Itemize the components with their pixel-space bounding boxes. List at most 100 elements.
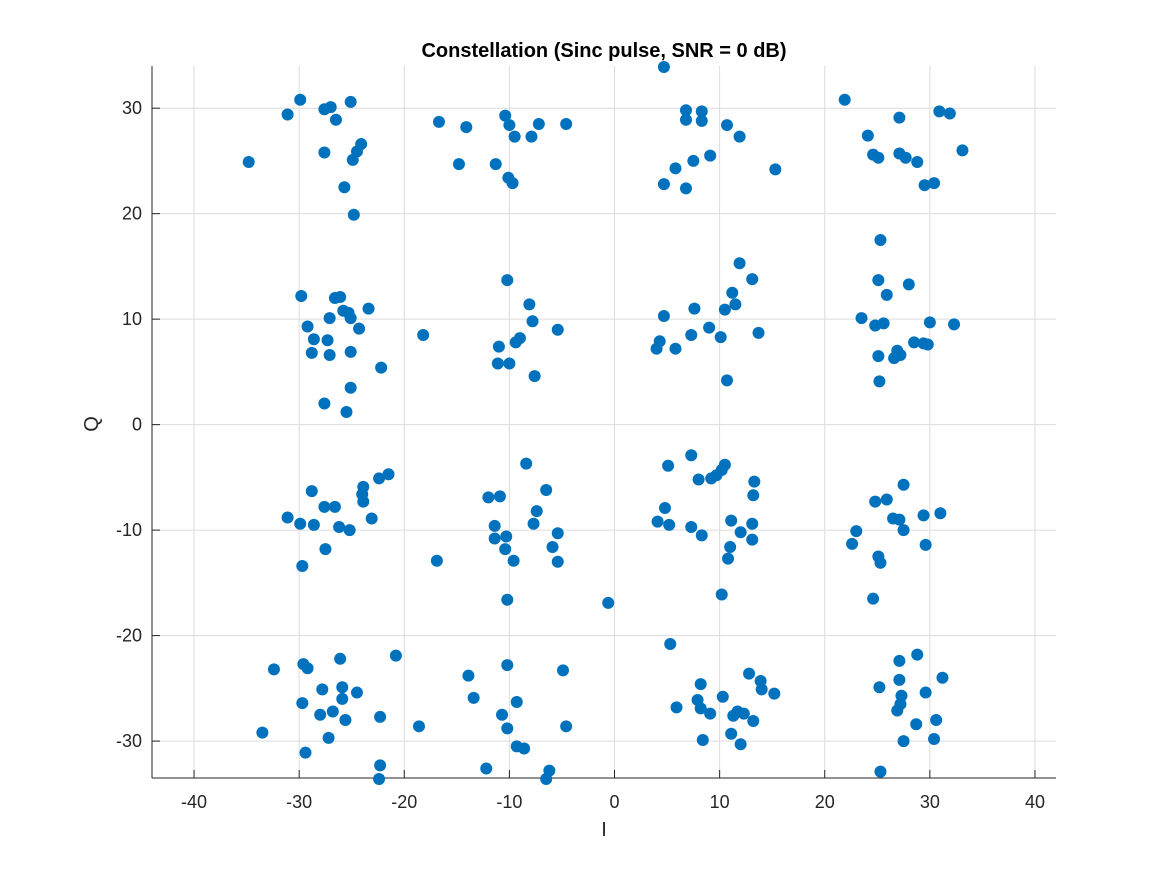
data-point [503,357,516,370]
data-point [460,121,473,134]
data-point [480,762,493,775]
data-point [305,346,318,359]
data-point [911,648,924,661]
data-point [872,151,885,164]
data-point [389,649,402,662]
data-point [867,592,880,605]
data-point [281,108,294,121]
data-point [326,705,339,718]
data-point [923,316,936,329]
data-point [718,303,731,316]
data-point [910,718,923,731]
data-point [528,370,541,383]
y-tick-label: -10 [116,520,142,540]
data-point [747,489,760,502]
x-tick-label: 10 [710,792,730,812]
data-point [507,554,520,567]
data-point [412,720,425,733]
data-point [874,234,887,247]
data-point [493,490,506,503]
data-point [694,678,707,691]
data-point [546,540,559,553]
data-point [374,759,387,772]
data-point [893,513,906,526]
data-point [523,298,536,311]
data-point [919,538,932,551]
data-point [747,715,760,728]
data-point [695,105,708,118]
data-point [467,691,480,704]
data-point [743,667,756,680]
data-point [733,257,746,270]
data-point [488,519,501,532]
data-point [430,554,443,567]
data-point [897,478,910,491]
data-point [663,518,676,531]
data-point [319,543,332,556]
data-point [299,746,312,759]
data-point [560,118,573,131]
data-point [344,312,357,325]
data-point [891,704,904,717]
data-point [362,302,375,315]
data-point [670,701,683,714]
data-point [724,540,737,553]
x-tick-label: 20 [815,792,835,812]
data-point [344,95,357,108]
grid [152,66,1056,778]
data-point [328,500,341,513]
data-point [694,702,707,715]
data-point [281,511,294,524]
data-point [748,475,761,488]
data-point [329,113,342,126]
data-point [933,105,946,118]
data-point [703,321,716,334]
data-point [685,520,698,533]
data-point [294,93,307,106]
data-point [943,107,956,120]
data-point [305,485,318,498]
data-point [934,507,947,520]
data-point [657,178,670,191]
data-point [850,525,863,538]
data-point [874,765,887,778]
data-point [746,517,759,530]
data-point [846,537,859,550]
data-point [501,274,514,287]
data-point [729,298,742,311]
data-point [897,524,910,537]
data-point [382,468,395,481]
data-point [527,517,540,530]
data-point [725,514,738,527]
tick-labels: -40 -30 -20 -10 0 10 20 30 40 -30 -20 -10 0 10 20 30 [116,98,1045,812]
y-tick-label: 30 [122,98,142,118]
data-point [873,375,886,388]
data-point [551,555,564,568]
data-point [768,687,781,700]
x-tick-label: -30 [286,792,312,812]
data-point [506,177,519,190]
data-point [930,713,943,726]
data-point [669,162,682,175]
data-point [755,683,768,696]
data-point [532,118,545,131]
data-point [869,495,882,508]
data-point [919,686,932,699]
data-point [338,181,351,194]
data-point [872,274,885,287]
data-point [928,177,941,190]
data-point [492,340,505,353]
data-point [657,309,670,322]
data-point [704,149,717,162]
data-point [720,119,733,132]
data-point [715,588,728,601]
data-point [669,342,682,355]
data-point [256,726,269,739]
data-point [902,278,915,291]
data-point [551,527,564,540]
data-point [530,505,543,518]
data-point [664,638,677,651]
data-point [333,520,346,533]
data-point [726,286,739,299]
data-point [296,697,309,710]
